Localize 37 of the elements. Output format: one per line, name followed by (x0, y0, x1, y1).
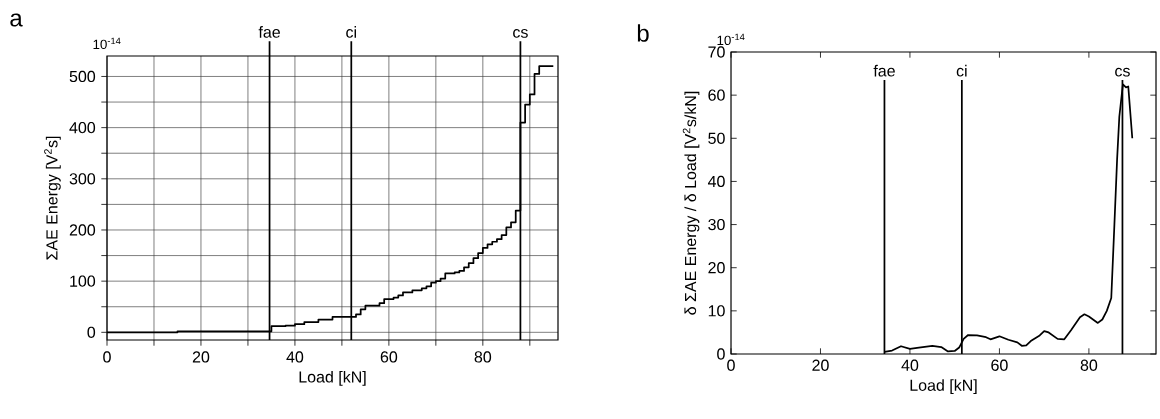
y-axis-title: δ ΣAE Energy / δ Load [V$^{2}$s/kN] (682, 91, 700, 315)
ref-line-label: ci (956, 64, 967, 77)
ref-line-label: ci (346, 26, 356, 38)
y-tick-label: 300 (69, 173, 96, 185)
y-tick-label: 30 (708, 218, 725, 231)
text: 10$^{-14}$ (93, 37, 121, 50)
y-tick-label: 500 (69, 70, 96, 83)
y-tick-label: 0 (87, 326, 96, 338)
y-axis-title: ΣAE Energy [V$^{2}$s] (44, 136, 61, 260)
text: b (637, 24, 649, 42)
x-tick-label: 40 (286, 351, 304, 363)
y-tick-label: 200 (69, 224, 96, 236)
y-tick-label: 40 (707, 175, 725, 188)
y-tick-label: 50 (708, 132, 725, 144)
x-tick-label: 40 (901, 359, 919, 371)
ref-line-label: fae (258, 26, 280, 38)
y-tick-label: 100 (70, 275, 96, 287)
y-tick-label: 10 (708, 305, 725, 317)
ref-line-label: cs (1115, 67, 1130, 77)
x-tick-label: 60 (380, 351, 398, 363)
x-tick-label: 20 (812, 359, 829, 371)
x-tick-label: 20 (192, 351, 210, 363)
y-tick-label: 20 (708, 262, 725, 274)
ref-line-label: cs (513, 29, 528, 38)
y-tick-label: 60 (708, 89, 725, 101)
x-tick-label: 60 (991, 359, 1008, 371)
x-tick-label: 0 (103, 351, 111, 363)
x-tick-label: 0 (727, 359, 735, 371)
y-tick-label: 70 (708, 46, 725, 58)
y-tick-label: 400 (69, 121, 96, 134)
text: a (10, 13, 23, 27)
x-axis-title: Load [kN] (910, 379, 977, 395)
x-tick-label: 80 (1080, 359, 1098, 371)
text: 10$^{-14}$ (717, 33, 745, 46)
x-axis-title: Load [kN] (299, 370, 366, 386)
x-tick-label: 80 (474, 351, 492, 363)
ref-line-label: fae (873, 64, 895, 77)
